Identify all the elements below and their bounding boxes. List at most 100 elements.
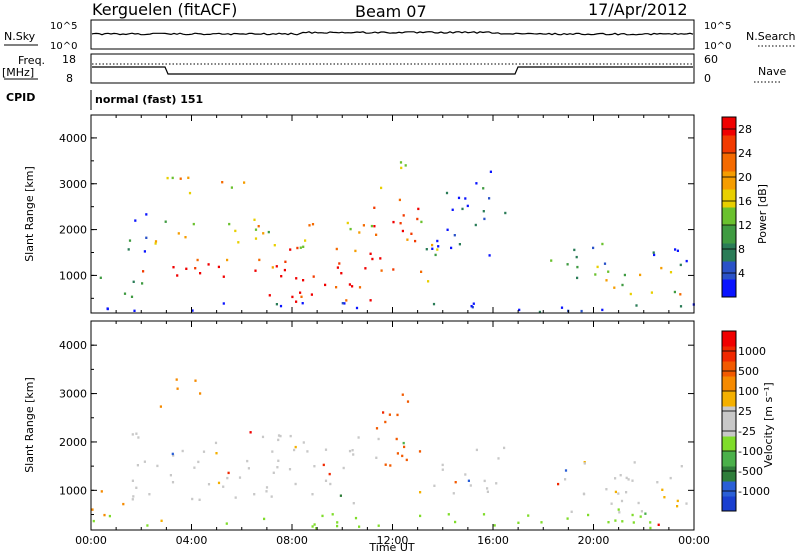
scatter-cell bbox=[679, 305, 683, 308]
scatter-cell bbox=[321, 514, 324, 518]
scatter-cell bbox=[308, 224, 311, 227]
scatter-cell bbox=[576, 276, 579, 280]
freq-label-line1: Freq. bbox=[18, 54, 45, 67]
scatter-cell bbox=[358, 525, 361, 528]
scatter-cell bbox=[324, 479, 328, 482]
scatter-cell bbox=[177, 232, 180, 235]
scatter-cell bbox=[420, 220, 423, 224]
scatter-cell bbox=[679, 263, 682, 267]
noise-tick-top-right: 10^5 bbox=[704, 21, 731, 32]
scatter-cell bbox=[564, 478, 567, 481]
scatter-cell bbox=[382, 411, 385, 414]
scatter-cell bbox=[431, 243, 434, 247]
scatter-cell bbox=[293, 448, 296, 452]
scatter-cell bbox=[441, 463, 444, 467]
scatter-cell bbox=[193, 466, 196, 469]
scatter-cell bbox=[458, 243, 461, 246]
scatter-cell bbox=[570, 510, 573, 513]
scatter-cell bbox=[217, 265, 220, 269]
scatter-cell bbox=[470, 305, 473, 308]
scatter-cell bbox=[263, 517, 266, 521]
scatter-cell bbox=[614, 519, 617, 522]
scatter-cell bbox=[194, 267, 197, 270]
x-tick-label: 04:00 bbox=[176, 534, 208, 547]
scatter-cell bbox=[172, 454, 175, 457]
scatter-cell bbox=[607, 521, 610, 524]
scatter-cell bbox=[380, 186, 383, 190]
scatter-cell bbox=[431, 247, 434, 250]
colorbar-swatch bbox=[722, 406, 736, 422]
scatter-cell bbox=[134, 219, 137, 222]
scatter-cell bbox=[614, 477, 617, 480]
colorbar-tick-label: 4 bbox=[738, 267, 745, 280]
nsearch-label: N.Search bbox=[746, 30, 796, 43]
scatter-cell bbox=[315, 527, 318, 530]
scatter-cell bbox=[601, 308, 604, 312]
scatter-cell bbox=[156, 464, 159, 468]
scatter-cell bbox=[601, 242, 604, 246]
scatter-cell bbox=[607, 270, 610, 273]
scatter-cell bbox=[384, 420, 387, 424]
scatter-cell bbox=[207, 263, 210, 266]
scatter-cell bbox=[486, 487, 489, 490]
scatter-cell bbox=[258, 258, 261, 262]
scatter-cell bbox=[294, 445, 297, 449]
scatter-cell bbox=[685, 502, 688, 505]
scatter-cell bbox=[131, 498, 134, 501]
scatter-cell bbox=[272, 471, 275, 474]
scatter-cell bbox=[620, 499, 624, 503]
scatter-cell bbox=[191, 497, 194, 501]
scatter-cell bbox=[289, 248, 292, 251]
scatter-cell bbox=[596, 265, 599, 269]
scatter-cell bbox=[276, 466, 279, 469]
scatter-cell bbox=[406, 400, 410, 403]
scatter-cell bbox=[198, 498, 201, 501]
scatter-cell bbox=[329, 482, 332, 486]
scatter-cell bbox=[396, 413, 399, 417]
scatter-cell bbox=[373, 225, 376, 228]
scatter-cell bbox=[447, 513, 450, 516]
nave-tick-bottom: 0 bbox=[704, 72, 711, 85]
scatter-cell bbox=[369, 252, 372, 255]
scatter-cell bbox=[254, 228, 258, 231]
power-ylabel: Slant Range [km] bbox=[23, 166, 36, 262]
scatter-cell bbox=[582, 492, 585, 495]
scatter-cell bbox=[550, 259, 553, 262]
scatter-cell bbox=[131, 433, 134, 436]
scatter-cell bbox=[137, 436, 140, 439]
scatter-cell bbox=[538, 310, 541, 314]
scatter-cell bbox=[377, 437, 380, 441]
scatter-cell bbox=[617, 492, 620, 495]
scatter-cell bbox=[427, 280, 430, 283]
scatter-cell bbox=[294, 482, 297, 486]
scatter-cell bbox=[639, 273, 642, 277]
scatter-cell bbox=[566, 263, 569, 266]
scatter-cell bbox=[338, 262, 341, 265]
scatter-cell bbox=[640, 510, 643, 513]
scatter-cell bbox=[631, 479, 634, 482]
scatter-cell bbox=[679, 293, 682, 296]
scatter-cell bbox=[451, 208, 454, 211]
scatter-cell bbox=[673, 290, 676, 294]
colorbar-swatch bbox=[722, 135, 736, 154]
scatter-cell bbox=[135, 486, 138, 489]
scatter-cell bbox=[171, 481, 175, 484]
scatter-cell bbox=[133, 309, 136, 312]
scatter-cell bbox=[471, 306, 474, 309]
scatter-cell bbox=[527, 514, 530, 517]
scatter-cell bbox=[339, 494, 342, 497]
scatter-cell bbox=[217, 481, 221, 485]
scatter-cell bbox=[145, 213, 148, 216]
scatter-cell bbox=[279, 304, 283, 308]
scatter-cell bbox=[583, 462, 586, 465]
colorbar-swatch bbox=[722, 361, 736, 377]
scatter-cell bbox=[419, 514, 422, 518]
scatter-cell bbox=[237, 241, 240, 244]
scatter-cell bbox=[348, 283, 351, 286]
scatter-cell bbox=[417, 207, 420, 211]
velocity-xticks: 00:00 04:00 08:00 12:00 16:00 20:00 00:00 bbox=[75, 321, 710, 547]
scatter-cell bbox=[188, 191, 192, 195]
scatter-cell bbox=[504, 211, 507, 215]
scatter-cell bbox=[352, 453, 355, 456]
scatter-cell bbox=[312, 275, 315, 278]
